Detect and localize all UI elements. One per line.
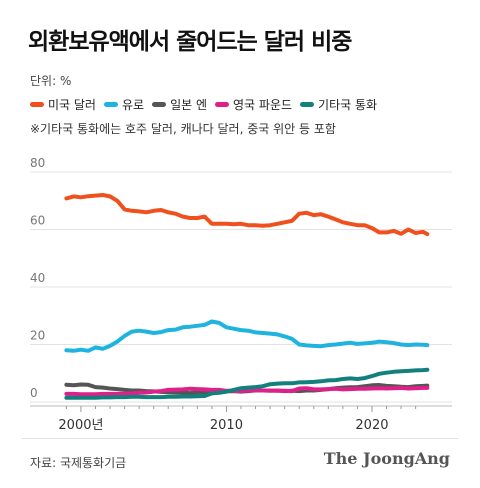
legend-label: 기타국 통화 [318,98,378,112]
x-tick-label: 2000년 [58,418,103,433]
legend-label: 일본 엔 [170,98,208,112]
legend-label: 유로 [121,98,145,112]
unit-label: 단위: % [30,74,72,88]
y-tick-label: 80 [30,156,45,170]
chart-legend: 미국 달러 유로 일본 엔 영국 파운드 기타국 통화 [30,96,470,113]
x-tick-label: 2020 [355,418,388,433]
y-tick-label: 0 [30,386,38,400]
legend-swatch [215,102,230,107]
y-axis-tick-labels: 0 20 40 60 80 [30,156,45,400]
legend-label: 미국 달러 [48,98,96,112]
legend-item-0: 미국 달러 [30,96,96,113]
series-line-0 [64,193,430,237]
series-line-3 [64,385,430,397]
legend-swatch [30,102,44,107]
footer-divider [22,438,458,439]
legend-label: 영국 파운드 [233,98,293,112]
series-lines [64,193,430,400]
line-chart: 0 20 40 60 80 2000년 2010 2020 [30,156,452,433]
legend-item-4: 기타국 통화 [300,96,377,113]
x-axis: 2000년 2010 2020 [30,405,452,433]
series-line-1 [64,319,430,353]
legend-item-1: 유로 [103,96,145,113]
y-tick-label: 20 [30,329,45,343]
legend-item-3: 영국 파운드 [215,96,292,113]
y-tick-label: 40 [30,271,45,285]
x-tick-label: 2010 [210,418,243,433]
grid-lines [30,171,452,403]
brand-logo: The JoongAng [323,449,450,468]
legend-swatch [300,102,315,107]
series-line-4 [64,367,430,400]
legend-item-2: 일본 엔 [152,96,207,113]
chart-title: 외환보유액에서 줄어드는 달러 비중 [28,29,352,55]
y-tick-label: 60 [30,214,45,228]
source-label: 자료: 국제통화기금 [30,456,127,470]
legend-swatch [152,102,167,107]
legend-swatch [103,102,118,107]
footnote: ※기타국 통화에는 호주 달러, 캐나다 달러, 중국 위안 등 포함 [30,122,336,136]
